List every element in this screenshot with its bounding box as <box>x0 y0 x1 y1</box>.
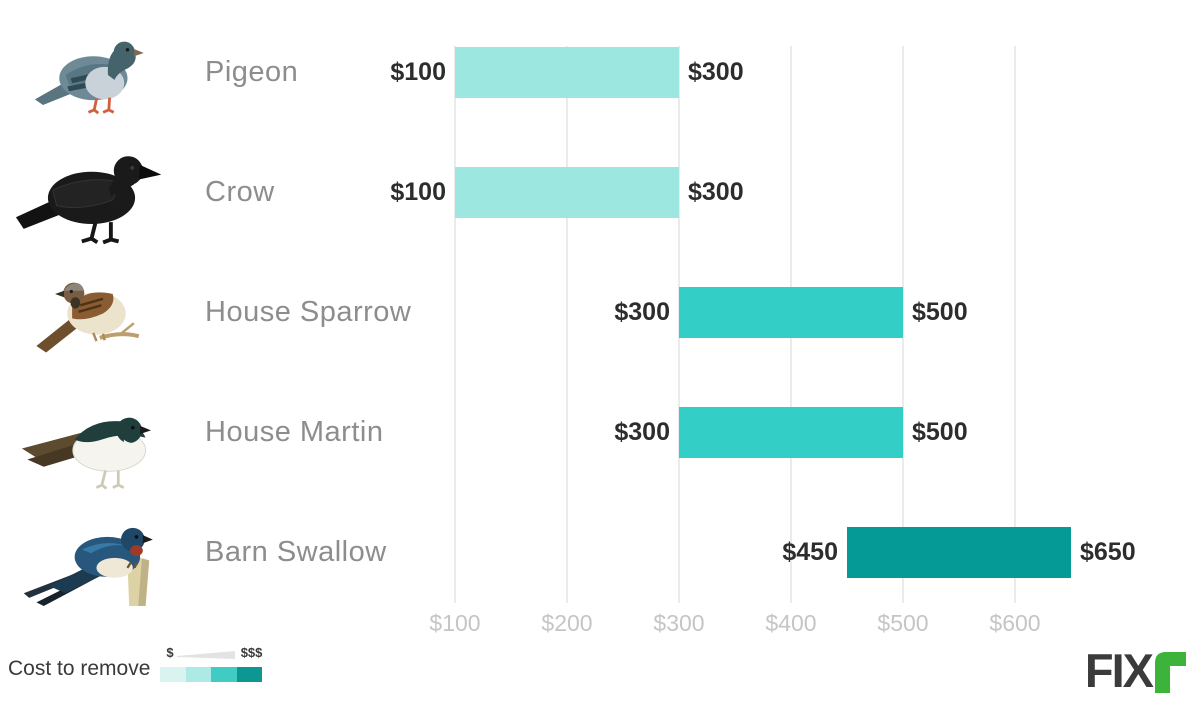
crow-icon <box>15 156 162 245</box>
gridline <box>902 46 904 603</box>
category-label: Crow <box>205 176 275 208</box>
chart-row-barn-swallow: Barn Swallow $450 $650 <box>0 492 1200 612</box>
bar-max-value: $500 <box>912 418 968 446</box>
cost-range-bar <box>679 406 903 458</box>
barn-swallow-icon <box>23 527 153 606</box>
bar-max-value: $500 <box>912 298 968 326</box>
x-tick-label: $200 <box>541 610 593 636</box>
legend-scale: $ $$$ <box>160 645 263 682</box>
bar-min-value: $300 <box>614 298 670 326</box>
legend-swatch-1 <box>160 667 186 682</box>
category-label: Barn Swallow <box>205 536 387 568</box>
x-tick-label: $300 <box>653 610 705 636</box>
bar-max-value: $650 <box>1080 538 1136 566</box>
bar-max-value: $300 <box>688 58 744 86</box>
x-tick-label: $600 <box>989 610 1041 636</box>
legend-swatches <box>160 667 263 682</box>
legend-swatch-4 <box>236 667 263 682</box>
x-tick-label: $100 <box>429 610 481 636</box>
bar-min-value: $100 <box>390 178 446 206</box>
fixr-logo: FIX <box>1084 644 1186 697</box>
fixr-r-glyph-icon <box>1155 652 1186 693</box>
bar-min-value: $450 <box>782 538 838 566</box>
fixr-logo-text: FIX <box>1084 644 1154 697</box>
house-sparrow-illustration <box>25 256 155 366</box>
cost-legend: Cost to remove $ $$$ <box>8 645 263 682</box>
barn-swallow-illustration <box>12 506 170 606</box>
chart-row-house-sparrow: House Sparrow $300 $500 <box>0 252 1200 372</box>
chart-row-house-martin: House Martin $300 $500 <box>0 372 1200 492</box>
house-sparrow-icon <box>36 282 140 353</box>
cost-range-bar <box>847 526 1071 578</box>
house-martin-icon <box>21 417 151 490</box>
cost-range-bar <box>455 166 679 218</box>
legend-swatch-3 <box>211 667 237 682</box>
cost-range-bar <box>455 46 679 98</box>
legend-label: Cost to remove <box>8 657 151 680</box>
x-tick-label: $500 <box>877 610 929 636</box>
pigeon-illustration <box>30 20 160 125</box>
category-label: House Martin <box>205 416 384 448</box>
category-label: Pigeon <box>205 56 299 88</box>
chart-row-pigeon: Pigeon $100 $300 <box>0 12 1200 132</box>
chart-row-crow: Crow $100 $300 <box>0 132 1200 252</box>
legend-swatch-2 <box>185 667 212 682</box>
gridline <box>1014 46 1016 603</box>
cost-range-bar <box>679 286 903 338</box>
pigeon-icon <box>34 41 144 115</box>
legend-wedge-icon <box>177 651 236 659</box>
crow-illustration <box>14 138 169 248</box>
gridline <box>566 46 568 603</box>
legend-min-symbol: $ <box>166 645 174 660</box>
bar-max-value: $300 <box>688 178 744 206</box>
legend-max-symbol: $$$ <box>240 645 263 660</box>
bar-min-value: $300 <box>614 418 670 446</box>
x-tick-label: $400 <box>765 610 817 636</box>
category-label: House Sparrow <box>205 296 412 328</box>
house-martin-illustration <box>12 394 170 494</box>
gridline <box>454 46 456 603</box>
bar-min-value: $100 <box>390 58 446 86</box>
